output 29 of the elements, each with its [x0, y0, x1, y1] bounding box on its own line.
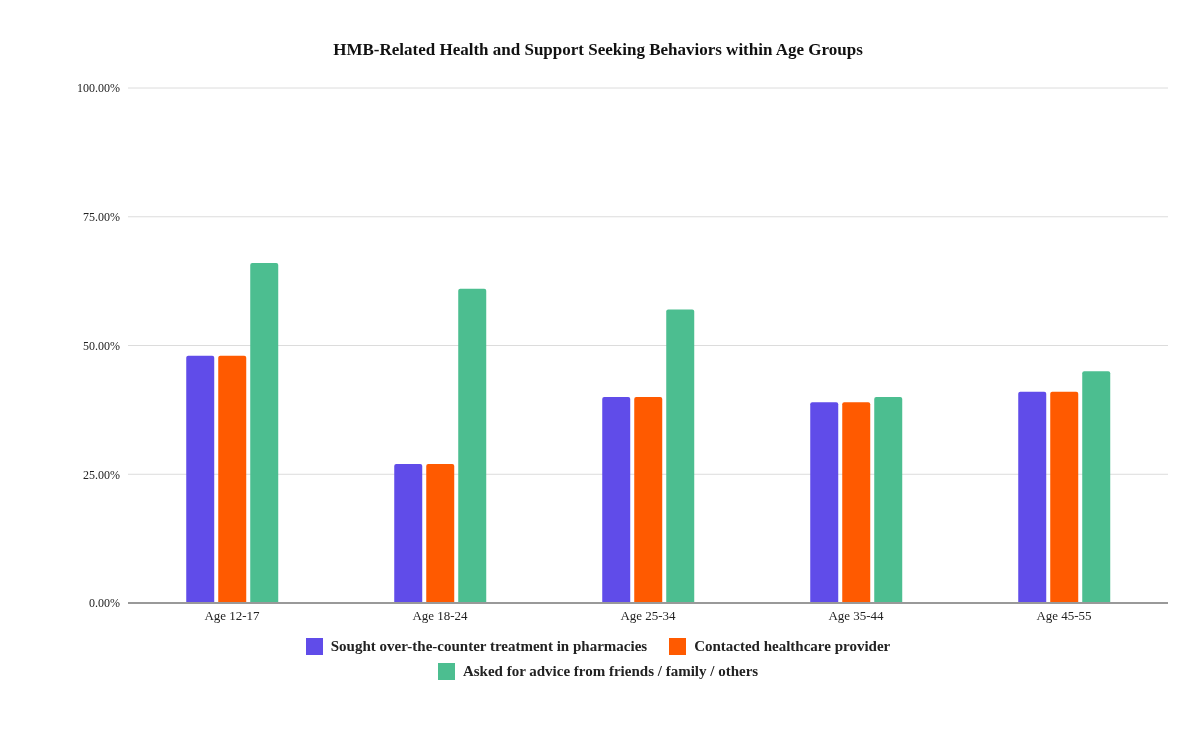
x-tick-label: Age 45-55: [1036, 608, 1092, 624]
bar: [250, 263, 279, 603]
bar: [634, 397, 663, 603]
bar: [602, 397, 631, 603]
bar: [458, 288, 487, 603]
bar: [426, 463, 455, 603]
y-tick-label: 100.00%: [77, 81, 120, 96]
bar: [218, 355, 247, 603]
x-tick-label: Age 12-17: [204, 608, 261, 624]
bar: [1082, 371, 1111, 603]
chart-title: HMB-Related Health and Support Seeking Behaviors within Age Groups: [332, 40, 864, 60]
y-tick-label: 75.00%: [83, 210, 120, 225]
bar: [810, 402, 839, 603]
bar: [1018, 391, 1047, 603]
bar: [186, 355, 215, 603]
bar: [1050, 391, 1079, 603]
x-tick-label: Age 35-44: [828, 608, 885, 624]
bar: [842, 402, 871, 603]
legend-label: Contacted healthcare provider: [694, 638, 891, 655]
y-tick-label: 0.00%: [89, 596, 120, 611]
bar: [666, 309, 695, 603]
x-tick-label: Age 25-34: [620, 608, 677, 624]
bar: [874, 397, 903, 603]
legend-label: Sought over-the-counter treatment in pharmacies: [330, 638, 648, 655]
y-tick-label: 50.00%: [83, 338, 120, 353]
bar: [394, 463, 423, 603]
x-tick-label: Age 18-24: [412, 608, 469, 624]
legend-label: Asked for advice from friends / family / others: [462, 663, 759, 680]
y-tick-label: 25.00%: [83, 467, 120, 482]
